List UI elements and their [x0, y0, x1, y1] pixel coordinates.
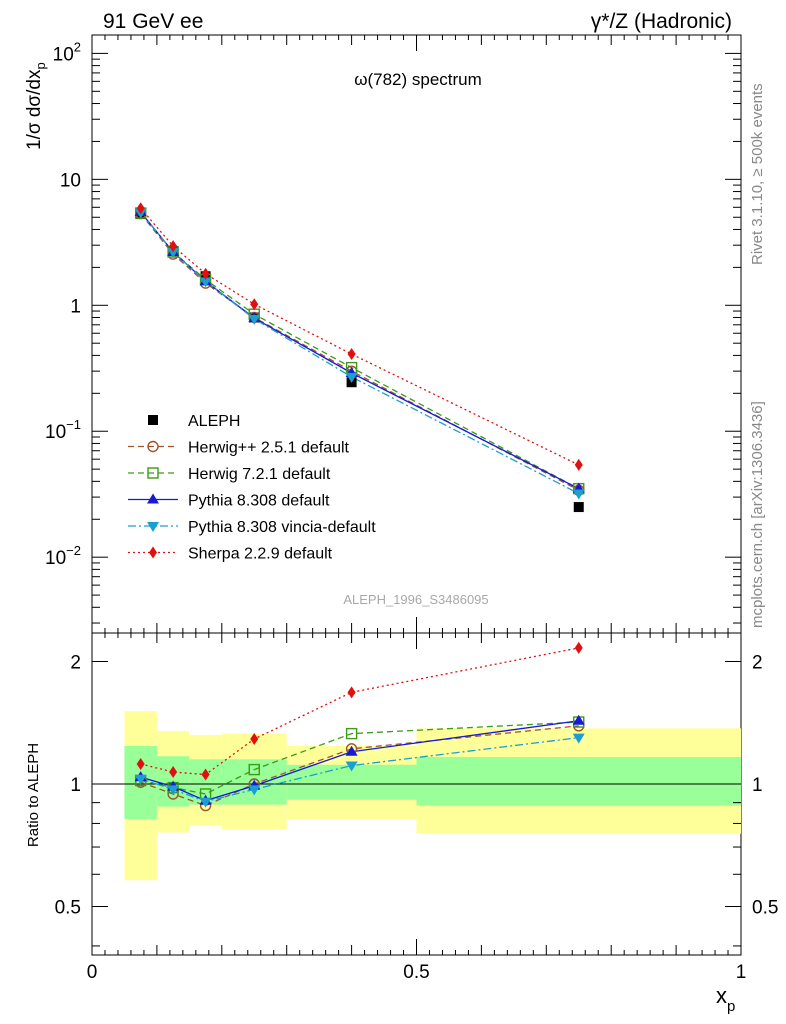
- legend-marker-0: [148, 415, 158, 425]
- ratio-point-3: [572, 733, 585, 744]
- ratio-y-tick-label-right: 0.5: [752, 897, 778, 918]
- ratio-line-1: [140, 721, 579, 795]
- ratio-point-4: [347, 686, 356, 699]
- legend-label-3: Pythia 8.308 default: [188, 493, 330, 510]
- legend-marker-1: [147, 440, 159, 453]
- plot-title: ω(782) spectrum: [354, 70, 482, 89]
- main-y-tick-label: 1: [70, 296, 81, 317]
- header-left: 91 GeV ee: [103, 10, 203, 33]
- x-axis-label: xp: [716, 983, 735, 1015]
- ratio-point-4: [169, 766, 178, 779]
- legend-label-5: Sherpa 2.2.9 default: [188, 546, 333, 563]
- main-point-5: [574, 458, 583, 471]
- main-point-4: [345, 372, 358, 383]
- ratio-ylabel: Ratio to ALEPH: [25, 743, 42, 847]
- rivet-label: Rivet 3.1.10, ≥ 500k events: [749, 83, 766, 265]
- header-right: γ*/Z (Hadronic): [591, 10, 732, 33]
- legend: ALEPH Herwig++ 2.5.1 default Herwig 7.2.1 …: [128, 413, 376, 563]
- main-y-tick-label: 10−2: [45, 543, 81, 569]
- ratio-point-1: [248, 763, 260, 776]
- ratio-line-0: [140, 725, 579, 807]
- ratio-point-4: [201, 768, 210, 781]
- ratio-point-4: [574, 641, 583, 654]
- legend-label-2: Herwig 7.2.1 default: [188, 466, 331, 483]
- ratio-uncertainty-bands: [92, 711, 741, 881]
- legend-label-4: Pythia 8.308 vincia-default: [188, 519, 376, 536]
- main-point-5: [169, 240, 178, 253]
- legend-label-1: Herwig++ 2.5.1 default: [188, 440, 350, 457]
- main-point-4: [248, 314, 261, 325]
- legend-marker-3: [147, 493, 159, 504]
- ratio-point-3: [167, 785, 180, 796]
- ratio-point-2: [572, 714, 585, 725]
- ratio-point-3: [345, 761, 358, 772]
- main-y-tick-label: 10−1: [45, 417, 81, 443]
- ratio-y-tick-label-left: 1: [70, 775, 81, 796]
- legend-marker-2: [147, 467, 159, 479]
- x-tick-label: 0: [87, 962, 98, 983]
- ratio-point-3: [134, 774, 147, 785]
- ratio-point-3: [199, 797, 212, 808]
- ratio-y-tick-label-left: 2: [70, 653, 81, 674]
- main-point-4: [167, 247, 180, 258]
- ratio-y-tick-label-right: 1: [752, 775, 763, 796]
- main-point-5: [201, 267, 210, 280]
- main-point-0: [573, 502, 584, 513]
- main-point-4: [199, 277, 212, 288]
- x-tick-label: 1: [736, 962, 747, 983]
- ratio-point-4: [136, 757, 145, 770]
- legend-label-0: ALEPH: [188, 413, 240, 430]
- legend-marker-5: [149, 546, 157, 559]
- main-point-5: [250, 298, 259, 311]
- ratio-point-1: [345, 727, 358, 740]
- green-band-5: [416, 757, 741, 806]
- ratio-y-tick-label-left: 0.5: [55, 897, 81, 918]
- main-y-tick-label: 102: [53, 39, 81, 65]
- main-ylabel: 1/σ dσ/dxp: [24, 62, 48, 150]
- main-line-3: [140, 211, 580, 490]
- main-point-4: [572, 489, 585, 500]
- ratio-series-group: [134, 641, 585, 812]
- mcplots-label: mcplots.cern.ch [arXiv:1306.3436]: [749, 401, 766, 628]
- main-point-5: [347, 348, 356, 361]
- legend-marker-4: [147, 522, 159, 532]
- main-line-5: [140, 207, 580, 466]
- ratio-point-3: [248, 785, 261, 796]
- ratio-line-4: [140, 647, 579, 776]
- axis-ticks: 10−2 10−1 1 10 102 0.5 0.5 1 1 2 2 0 0.5 1: [45, 35, 778, 983]
- ratio-point-4: [250, 732, 259, 745]
- main-point-5: [136, 202, 145, 215]
- main-y-tick-label: 10: [60, 170, 81, 191]
- watermark: ALEPH_1996_S3486095: [343, 592, 488, 607]
- main-series-group: [134, 202, 585, 513]
- ratio-y-tick-label-right: 2: [752, 653, 763, 674]
- ratio-point-2: [345, 745, 358, 756]
- main-plot-frame: [91, 34, 742, 634]
- x-tick-label: 0.5: [403, 962, 429, 983]
